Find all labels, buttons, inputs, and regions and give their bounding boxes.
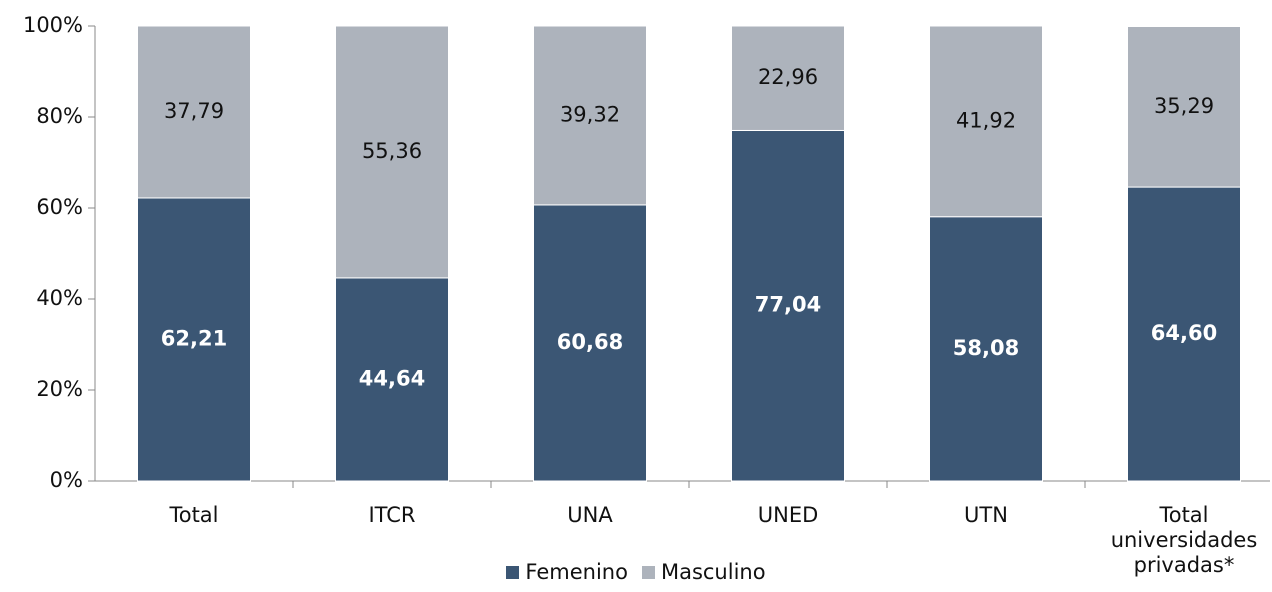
data-label: 39,32 — [560, 102, 620, 126]
data-label: 64,60 — [1151, 321, 1217, 345]
y-tick-label: 0% — [50, 468, 83, 492]
y-tick-label: 40% — [36, 286, 83, 310]
data-label: 35,29 — [1154, 94, 1214, 118]
data-label: 60,68 — [557, 330, 623, 354]
bar-segment — [1127, 26, 1241, 188]
legend-swatch — [506, 565, 520, 579]
data-label: 37,79 — [164, 99, 224, 123]
x-tick-label: Total — [169, 503, 219, 527]
bar-segment — [533, 204, 647, 482]
bar-segment — [533, 25, 647, 206]
legend-label: Femenino — [525, 560, 628, 584]
data-label: 44,64 — [359, 366, 425, 390]
legend-item: Masculino — [641, 560, 766, 584]
legend-swatch — [641, 565, 655, 579]
bar-segment — [731, 129, 845, 482]
data-label: 22,96 — [758, 65, 818, 89]
legend: Femenino Masculino — [0, 560, 1272, 584]
bar-segment — [731, 25, 845, 131]
legend-label: Masculino — [660, 560, 766, 584]
bar-segment — [137, 25, 251, 199]
data-label: 41,92 — [956, 108, 1016, 132]
y-tick-label: 100% — [23, 13, 83, 37]
data-label: 62,21 — [161, 326, 227, 350]
bar-segment — [929, 25, 1043, 218]
bar-segment — [929, 216, 1043, 482]
bar-segment — [1127, 186, 1241, 482]
x-tick-label: UTN — [964, 503, 1008, 527]
y-tick-label: 20% — [36, 377, 83, 401]
data-label: 58,08 — [953, 336, 1019, 360]
bar-segment — [335, 277, 449, 482]
x-tick-label: UNA — [567, 503, 613, 527]
x-tick-label: ITCR — [368, 503, 416, 527]
x-tick-label: Total universidades privadas* — [1110, 503, 1258, 577]
x-tick-label: UNED — [757, 503, 819, 527]
data-label: 77,04 — [755, 293, 821, 317]
y-tick-label: 60% — [36, 195, 83, 219]
legend-item: Femenino — [506, 560, 628, 584]
data-label: 55,36 — [362, 139, 422, 163]
bar-segment — [137, 197, 251, 482]
y-tick-label: 80% — [36, 104, 83, 128]
bar-segment — [335, 25, 449, 279]
